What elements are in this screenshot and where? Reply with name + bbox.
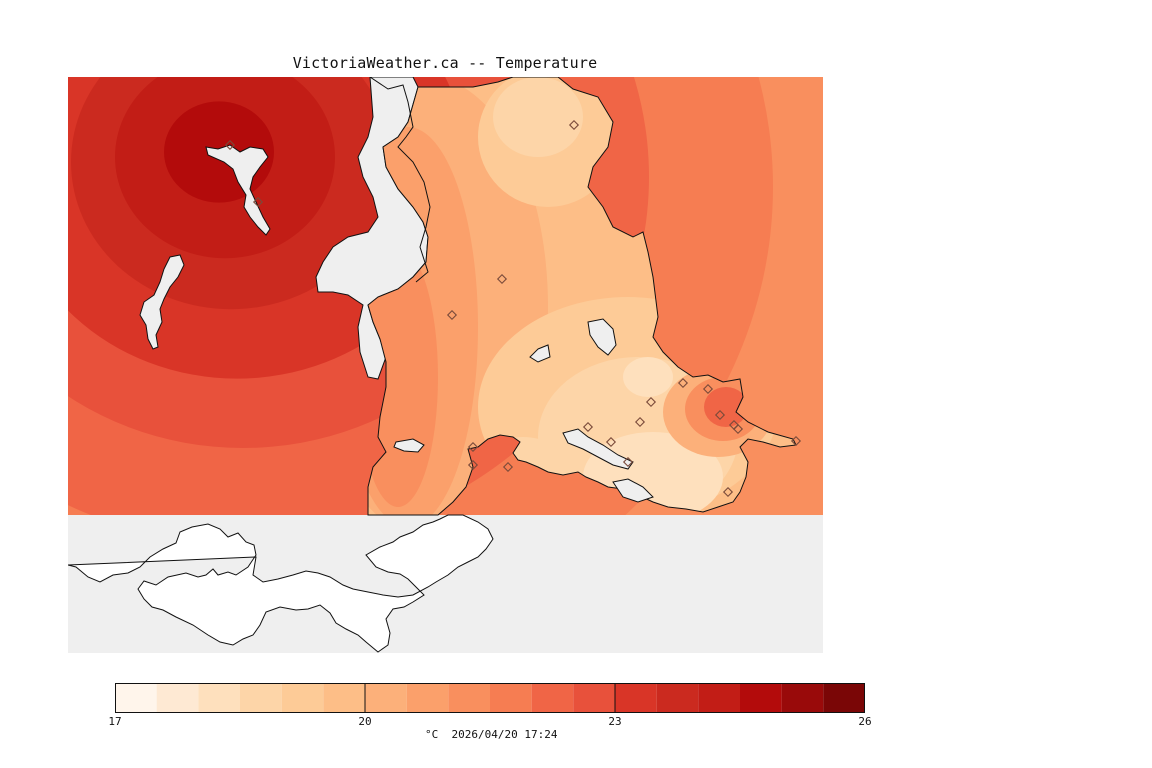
temperature-colorbar (115, 683, 865, 713)
colorbar-bin (281, 683, 324, 713)
temperature-map[interactable] (68, 77, 823, 653)
colorbar-bin (573, 683, 615, 713)
colorbar-bin (406, 683, 449, 713)
inlet-coastline (369, 77, 431, 283)
station-marker[interactable] (568, 119, 580, 131)
lake-outline (612, 478, 654, 503)
units-and-timestamp: °C 2026/04/20 17:24 (425, 728, 558, 741)
colorbar-bin (198, 683, 240, 713)
colorbar-bin (698, 683, 740, 713)
station-marker[interactable] (622, 456, 634, 468)
lake-outline (139, 254, 185, 350)
station-marker[interactable] (502, 461, 514, 473)
peninsula-coastline (367, 77, 797, 516)
station-marker[interactable] (722, 486, 734, 498)
colorbar-tick-17: 17 (108, 715, 122, 728)
weather-stations (224, 119, 802, 498)
station-marker[interactable] (702, 383, 714, 395)
station-marker[interactable] (446, 309, 458, 321)
colorbar-bin (823, 683, 865, 713)
colorbar-bin (448, 683, 490, 713)
colorbar-border (115, 683, 865, 713)
station-marker[interactable] (732, 423, 744, 435)
colorbar-bin (531, 683, 574, 713)
colorbar-bin (781, 683, 824, 713)
station-marker[interactable] (252, 196, 264, 208)
colorbar-bin (740, 683, 782, 713)
lake-outline (205, 144, 271, 236)
lake-outline (587, 318, 617, 356)
coastline (139, 77, 654, 503)
station-marker[interactable] (605, 436, 617, 448)
station-marker[interactable] (714, 409, 726, 421)
southern-landmass (68, 514, 494, 653)
map-title: VictoriaWeather.ca -- Temperature (292, 54, 598, 72)
station-marker[interactable] (790, 435, 802, 447)
station-marker[interactable] (467, 441, 479, 453)
lake-outline (529, 344, 551, 363)
colorbar-bin (365, 683, 407, 713)
colorbar-bin (115, 683, 157, 713)
colorbar-bin (156, 683, 199, 713)
station-marker[interactable] (645, 396, 657, 408)
colorbar-bin (490, 683, 532, 713)
station-marker[interactable] (677, 377, 689, 389)
colorbar-bin (240, 683, 282, 713)
colorbar-bin (656, 683, 699, 713)
station-marker[interactable] (582, 421, 594, 433)
station-marker[interactable] (496, 273, 508, 285)
colorbar-bin (615, 683, 657, 713)
colorbar-tick-23: 23 (608, 715, 622, 728)
colorbar-bin (323, 683, 365, 713)
colorbar-tick-20: 20 (358, 715, 372, 728)
station-marker[interactable] (467, 459, 479, 471)
station-marker[interactable] (224, 139, 236, 151)
station-marker[interactable] (634, 416, 646, 428)
lake-outline (393, 438, 425, 453)
colorbar-tick-26: 26 (858, 715, 872, 728)
lake-outline (562, 428, 634, 470)
